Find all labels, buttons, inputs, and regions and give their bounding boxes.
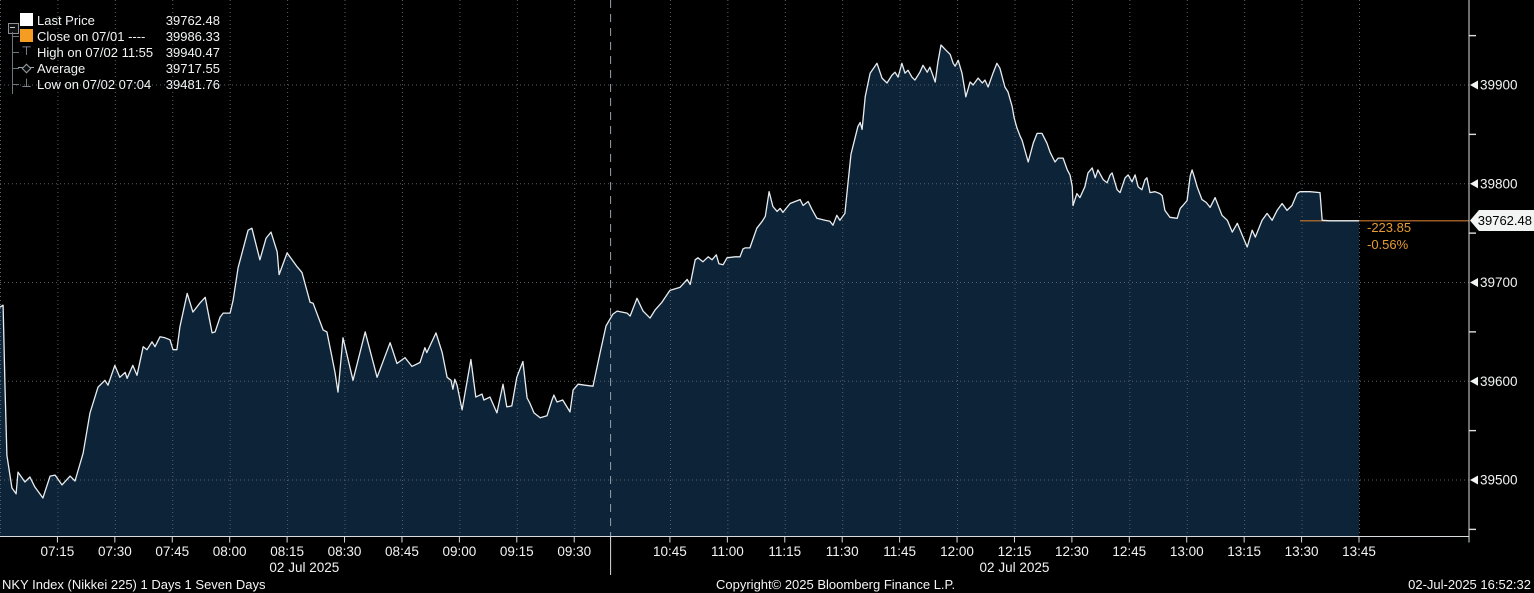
y-tick-label: 39800 [1480,176,1518,191]
y-tick-label: 39500 [1480,473,1518,488]
x-tick-label: 11:45 [883,544,916,559]
y-tick-label: 39700 [1480,275,1518,290]
legend-collapse-icon[interactable] [8,23,19,34]
status-bar: NKY Index (Nikkei 225) 1 Days 1 Seven Da… [0,576,1534,593]
security-description: NKY Index (Nikkei 225) 1 Days 1 Seven Da… [2,577,266,592]
x-tick-label: 13:45 [1342,544,1376,559]
y-tick-arrow [1470,278,1478,287]
x-tick-label: 11:30 [826,544,859,559]
x-tick-label: 13:00 [1170,544,1204,559]
copyright-text: Copyright© 2025 Bloomberg Finance L.P. [716,577,956,592]
x-tick-label: 13:15 [1227,544,1261,559]
legend-item-close[interactable]: Close on 07/01 ---- 39986.33 [0,28,224,44]
legend-tree-line [12,32,13,94]
legend-item-average[interactable]: Average 39717.55 [0,60,224,76]
y-tick-arrow [1470,475,1478,485]
x-tick-label: 07:15 [41,544,75,559]
x-tick-label: 12:30 [1055,544,1089,559]
legend-item-last-price[interactable]: Last Price 39762.48 [0,12,224,28]
x-tick-label: 13:30 [1285,544,1319,559]
x-tick-label: 08:00 [213,544,247,559]
high-tee-icon: ⊤ [21,44,32,58]
net-change-label: -223.85 [1367,220,1412,235]
x-tick-label: 07:30 [98,544,132,559]
x-tick-label: 08:45 [385,544,419,559]
x-tick-label: 09:30 [557,544,591,559]
x-tick-label: 09:00 [442,544,476,559]
x-tick-label: 11:00 [711,544,744,559]
average-diamond-icon [18,63,34,73]
y-tick-label: 39600 [1480,374,1518,389]
x-tick-label: 10:45 [653,544,687,559]
close-swatch-icon [20,29,33,42]
legend-item-high[interactable]: ⊤ High on 07/02 11:55 39940.47 [0,44,224,60]
datetime-stamp: 02-Jul-2025 16:52:32 [1408,577,1531,592]
last-price-axis-tag: 39762.48 [1470,210,1534,231]
price-line [0,44,1359,499]
x-tick-label: 08:15 [270,544,304,559]
date-label: 02 Jul 2025 [980,560,1050,575]
legend-item-low[interactable]: ⊥ Low on 07/02 07:04 39481.76 [0,76,224,92]
y-tick-label: 39900 [1480,78,1518,93]
price-area-fill [0,45,1359,537]
y-tick-arrow [1470,376,1478,386]
low-tee-icon: ⊥ [21,76,32,90]
x-tick-label: 11:15 [768,544,801,559]
y-tick-arrow [1470,179,1478,189]
x-tick-label: 12:45 [1112,544,1146,559]
last-price-swatch-icon [20,13,33,26]
x-tick-label: 12:15 [998,544,1032,559]
x-tick-label: 12:00 [940,544,974,559]
date-label: 02 Jul 2025 [269,560,339,575]
pct-change-label: -0.56% [1367,237,1409,252]
x-tick-label: 08:30 [328,544,362,559]
x-tick-label: 09:15 [500,544,534,559]
x-tick-label: 07:45 [155,544,189,559]
y-tick-arrow [1470,80,1478,90]
